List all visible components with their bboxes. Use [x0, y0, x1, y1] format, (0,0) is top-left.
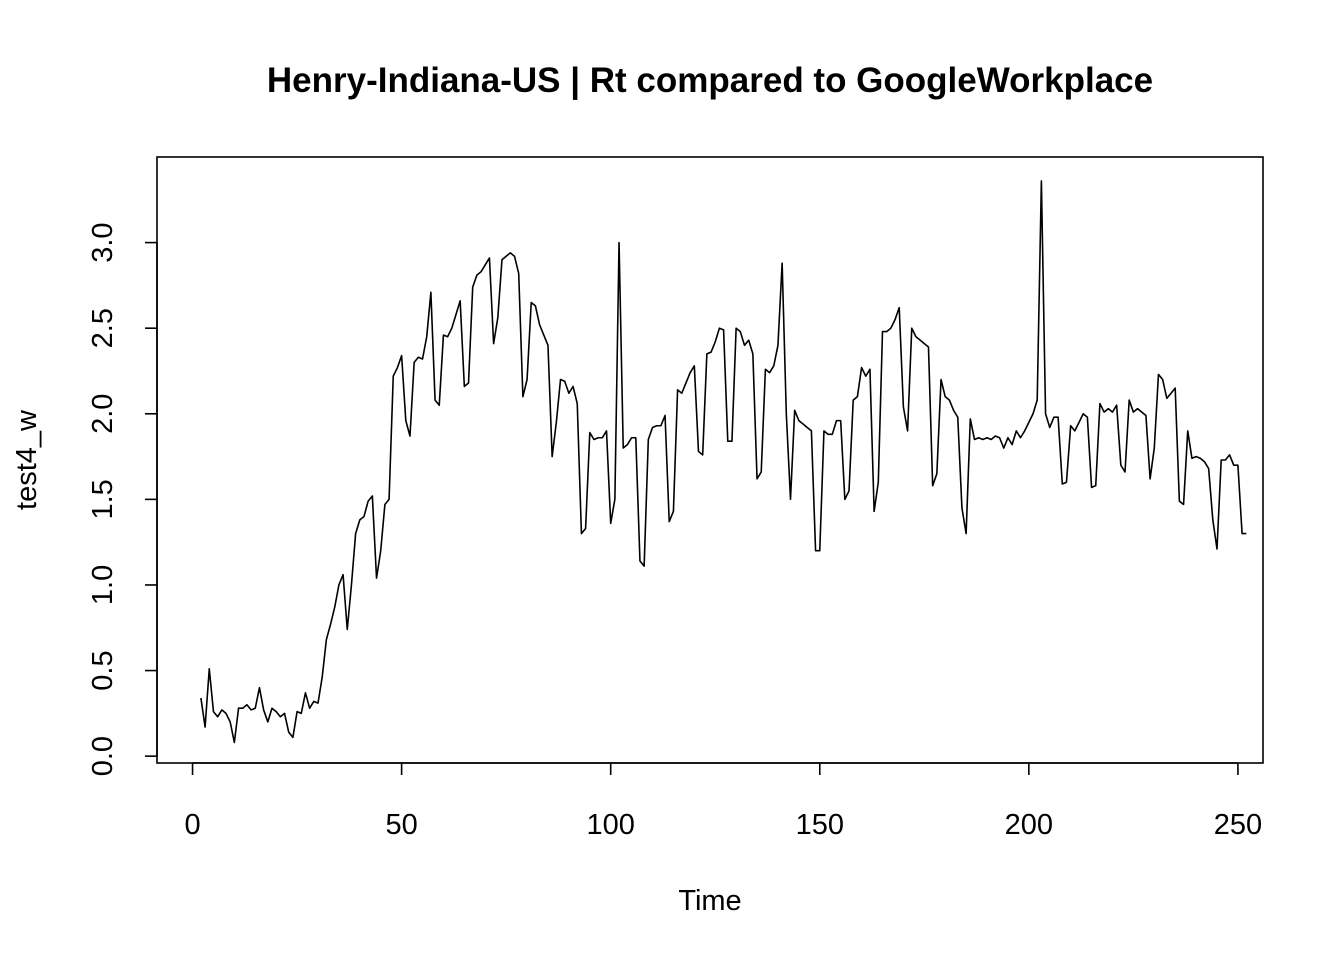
y-tick-label: 2.5 [87, 308, 119, 348]
x-axis-title: Time [678, 885, 741, 917]
x-axis: 0 50 100 150 200 250 [184, 762, 1262, 841]
y-tick-label: 2.0 [87, 394, 119, 434]
x-tick-label: 0 [184, 809, 200, 841]
x-tick-label: 200 [1005, 809, 1053, 841]
x-tick-label: 150 [796, 809, 844, 841]
y-tick-label: 0.5 [87, 650, 119, 690]
y-tick-label: 0.0 [87, 736, 119, 776]
y-axis: 0.0 0.5 1.0 1.5 2.0 2.5 3.0 [87, 222, 158, 776]
y-axis-title: test4_w [11, 409, 43, 510]
y-tick-label: 1.5 [87, 479, 119, 519]
y-tick-label: 3.0 [87, 222, 119, 262]
x-tick-label: 250 [1214, 809, 1262, 841]
chart-title: Henry-Indiana-US | Rt compared to Google… [267, 61, 1153, 100]
x-tick-label: 50 [385, 809, 417, 841]
y-tick-label: 1.0 [87, 565, 119, 605]
series-line [200, 180, 1247, 744]
x-tick-label: 100 [586, 809, 634, 841]
